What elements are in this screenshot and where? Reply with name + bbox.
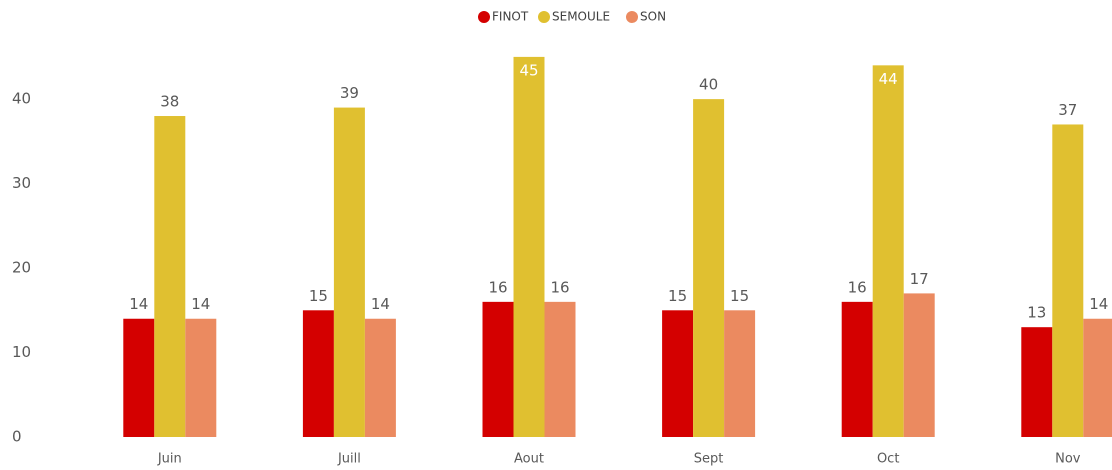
value-label: 39 bbox=[340, 84, 359, 102]
bar bbox=[185, 318, 217, 437]
legend-swatch bbox=[538, 11, 550, 23]
y-tick-label: 40 bbox=[12, 90, 31, 108]
bar bbox=[724, 310, 756, 437]
x-tick-label: Nov bbox=[1055, 452, 1081, 467]
x-tick-label: Sept bbox=[694, 452, 724, 467]
value-label: 14 bbox=[1089, 295, 1108, 313]
legend-label: SON bbox=[640, 10, 666, 24]
value-label: 14 bbox=[191, 295, 210, 313]
value-label: 40 bbox=[699, 76, 718, 94]
bar bbox=[482, 301, 514, 437]
bar bbox=[1021, 327, 1053, 437]
x-tick-label: Juill bbox=[337, 452, 361, 467]
value-label: 16 bbox=[488, 278, 507, 296]
bar bbox=[1052, 124, 1084, 438]
legend-swatch bbox=[626, 11, 638, 23]
x-tick-label: Juin bbox=[157, 452, 182, 467]
legend-label: SEMOULE bbox=[552, 10, 610, 24]
value-label: 44 bbox=[879, 70, 898, 88]
x-tick-label: Aout bbox=[514, 452, 544, 467]
value-label: 38 bbox=[160, 93, 179, 111]
bar bbox=[123, 318, 155, 437]
bar bbox=[841, 301, 873, 437]
bar bbox=[903, 293, 935, 437]
value-label: 14 bbox=[129, 295, 148, 313]
bar bbox=[662, 310, 694, 437]
y-tick-label: 20 bbox=[12, 259, 31, 277]
bar bbox=[302, 310, 334, 437]
value-label: 15 bbox=[730, 287, 749, 305]
bar bbox=[513, 56, 545, 437]
y-tick-label: 10 bbox=[12, 343, 31, 361]
bar bbox=[872, 65, 904, 437]
bar bbox=[693, 99, 725, 438]
value-label: 17 bbox=[910, 270, 929, 288]
legend-swatch bbox=[478, 11, 490, 23]
bar bbox=[154, 116, 186, 438]
value-label: 16 bbox=[550, 278, 569, 296]
value-label: 37 bbox=[1058, 101, 1077, 119]
bar bbox=[544, 301, 576, 437]
y-tick-label: 30 bbox=[12, 174, 31, 192]
value-label: 15 bbox=[309, 287, 328, 305]
x-tick-label: Oct bbox=[877, 452, 899, 467]
bar bbox=[364, 318, 396, 437]
value-label: 16 bbox=[848, 278, 867, 296]
value-label: 45 bbox=[519, 61, 538, 79]
value-label: 14 bbox=[371, 295, 390, 313]
bar bbox=[333, 107, 365, 438]
legend-label: FINOT bbox=[492, 10, 529, 24]
y-tick-label: 0 bbox=[12, 428, 22, 446]
value-label: 13 bbox=[1027, 304, 1046, 322]
bar bbox=[1083, 318, 1112, 437]
value-label: 15 bbox=[668, 287, 687, 305]
